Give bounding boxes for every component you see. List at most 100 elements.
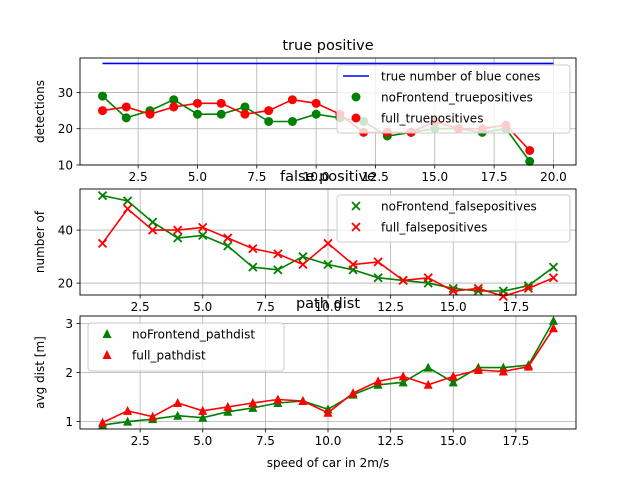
data-point-b xyxy=(148,225,158,235)
axes-frame xyxy=(79,315,577,430)
data-point xyxy=(198,230,208,241)
data-point-b xyxy=(523,281,534,291)
xtick-label: 10.0 xyxy=(315,434,342,448)
ytick-label: 10 xyxy=(58,159,73,173)
data-point xyxy=(169,95,179,105)
data-point-b xyxy=(122,196,133,206)
data-point-b xyxy=(323,238,333,248)
data-point xyxy=(311,98,321,108)
data-point xyxy=(122,196,133,206)
series-group xyxy=(97,190,559,301)
xtick-label: 5.0 xyxy=(193,434,212,448)
data-point xyxy=(298,395,308,405)
chart-panel-2: 2.5 5.0 7.5 10.0 12.5 15.0 17.5 20 40 false posit… xyxy=(33,169,577,314)
xtick-label: 15.0 xyxy=(440,300,467,314)
data-point xyxy=(398,371,408,381)
data-point xyxy=(548,315,558,325)
data-point xyxy=(198,405,208,415)
xtick-label: 10.0 xyxy=(303,170,330,184)
data-point xyxy=(398,275,408,286)
data-point xyxy=(173,233,183,243)
legend-swatch-2 xyxy=(102,350,112,359)
data-point xyxy=(373,273,383,283)
ytick-label: 2 xyxy=(65,366,73,380)
data-point xyxy=(248,262,258,272)
legend-swatch-2-b xyxy=(351,222,361,232)
series-group xyxy=(98,315,558,430)
chart-panel-1: 2.5 5.0 7.5 10.0 12.5 15.0 17.5 20.0 10 20 30 true … xyxy=(33,38,577,184)
xtick-label: 17.5 xyxy=(503,300,530,314)
data-point xyxy=(298,259,308,270)
legend-box xyxy=(87,322,285,372)
data-point-b xyxy=(223,241,233,251)
data-point xyxy=(448,377,458,387)
xtick-label: 17.5 xyxy=(481,170,508,184)
ytick-label: 3 xyxy=(65,317,73,331)
xtick-label: 2.5 xyxy=(131,434,150,448)
data-point xyxy=(223,241,233,251)
data-point-b xyxy=(523,283,534,294)
data-point-b xyxy=(348,259,358,270)
data-point xyxy=(287,95,297,105)
data-point xyxy=(348,388,358,398)
legend-box xyxy=(336,194,571,243)
data-point-b xyxy=(173,233,183,243)
y-axis-label: number of xyxy=(33,210,47,273)
data-point-b xyxy=(248,243,258,254)
data-point xyxy=(223,233,233,243)
data-point xyxy=(97,238,108,248)
data-point xyxy=(145,109,155,119)
data-point xyxy=(448,286,458,296)
xtick-label: 5.0 xyxy=(188,170,207,184)
data-point-b xyxy=(473,283,483,294)
data-point xyxy=(97,190,108,201)
data-point-b xyxy=(223,233,233,243)
data-point xyxy=(248,402,258,412)
legend-swatch-1 xyxy=(351,201,361,211)
data-point xyxy=(216,109,226,119)
data-point xyxy=(548,273,559,283)
data-point-b xyxy=(148,217,158,227)
data-point xyxy=(148,225,158,235)
xtick-label: 15.0 xyxy=(421,170,448,184)
y-axis-label: avg dist [m] xyxy=(33,336,47,409)
legend-label-3: full_truepositives xyxy=(381,112,483,126)
data-point xyxy=(192,98,202,108)
data-point-b xyxy=(198,222,208,233)
data-point xyxy=(548,262,559,272)
data-point xyxy=(423,379,433,389)
data-point-b xyxy=(273,249,283,259)
data-point-b xyxy=(173,225,183,235)
data-point-b xyxy=(97,238,108,248)
legend-swatch-1 xyxy=(102,329,112,338)
data-point-b xyxy=(298,251,308,262)
data-point xyxy=(169,102,179,112)
data-point xyxy=(323,259,333,270)
data-point xyxy=(248,397,258,407)
data-point xyxy=(298,251,308,262)
data-point xyxy=(198,412,208,422)
xtick-label: 5.0 xyxy=(193,300,212,314)
data-point xyxy=(448,371,458,381)
data-point xyxy=(373,257,383,267)
data-point-b xyxy=(423,273,433,283)
legend-swatch-3 xyxy=(351,113,361,123)
ytick-label: 30 xyxy=(58,86,73,100)
xtick-label: 2.5 xyxy=(131,300,150,314)
data-point xyxy=(192,109,202,119)
xtick-label: 17.5 xyxy=(503,434,530,448)
data-point xyxy=(311,109,321,119)
data-point-b xyxy=(323,259,333,270)
data-point xyxy=(273,249,283,259)
xtick-label: 15.0 xyxy=(440,434,467,448)
ytick-label: 20 xyxy=(58,122,73,136)
data-point-b xyxy=(373,273,383,283)
data-point-b xyxy=(548,273,559,283)
data-point xyxy=(198,222,208,233)
legend-box xyxy=(336,64,571,134)
legend-label-2: full_pathdist xyxy=(132,349,206,363)
data-point xyxy=(348,259,358,270)
data-point xyxy=(121,113,131,123)
data-point xyxy=(148,411,158,421)
